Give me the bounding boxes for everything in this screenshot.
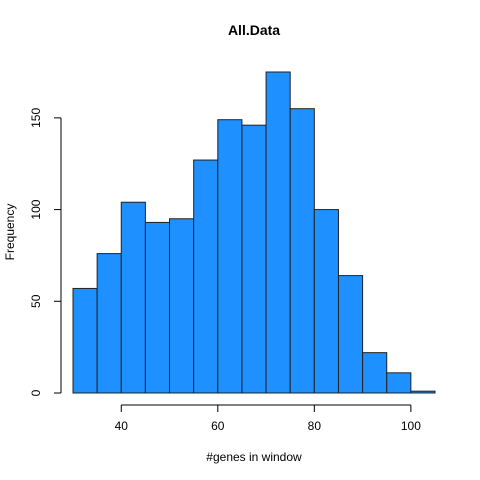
histogram-bar: [289, 108, 315, 394]
histogram-bar: [410, 390, 436, 394]
y-tick-label: 0: [29, 389, 43, 396]
y-axis: 0 50 100 150: [29, 108, 62, 396]
histogram-bar: [144, 221, 171, 394]
y-axis-label: Frequency: [3, 204, 17, 261]
chart-title: All.Data: [228, 22, 280, 38]
histogram-bar: [386, 372, 412, 394]
histogram-bar: [362, 352, 388, 394]
histogram-bar: [169, 218, 195, 394]
histogram-bar: [72, 287, 98, 394]
histogram-bar: [241, 124, 267, 394]
y-tick-label: 100: [29, 199, 43, 219]
y-tick-label: 150: [29, 108, 43, 128]
bars-group: [72, 71, 436, 394]
x-tick-label: 100: [401, 419, 421, 433]
x-tick-label: 40: [115, 419, 129, 433]
y-tick-label: 50: [29, 294, 43, 308]
x-axis: 40 60 80 100: [115, 404, 421, 433]
x-axis-label: #genes in window: [206, 450, 302, 464]
histogram-bar: [313, 209, 339, 394]
histogram-bar: [265, 71, 291, 394]
histogram-bar: [193, 159, 219, 394]
histogram-bar: [337, 275, 364, 394]
histogram-bar: [96, 253, 122, 394]
x-tick-label: 80: [308, 419, 322, 433]
histogram-bar: [120, 201, 146, 394]
histogram-bar: [217, 119, 243, 394]
x-tick-label: 60: [211, 419, 225, 433]
